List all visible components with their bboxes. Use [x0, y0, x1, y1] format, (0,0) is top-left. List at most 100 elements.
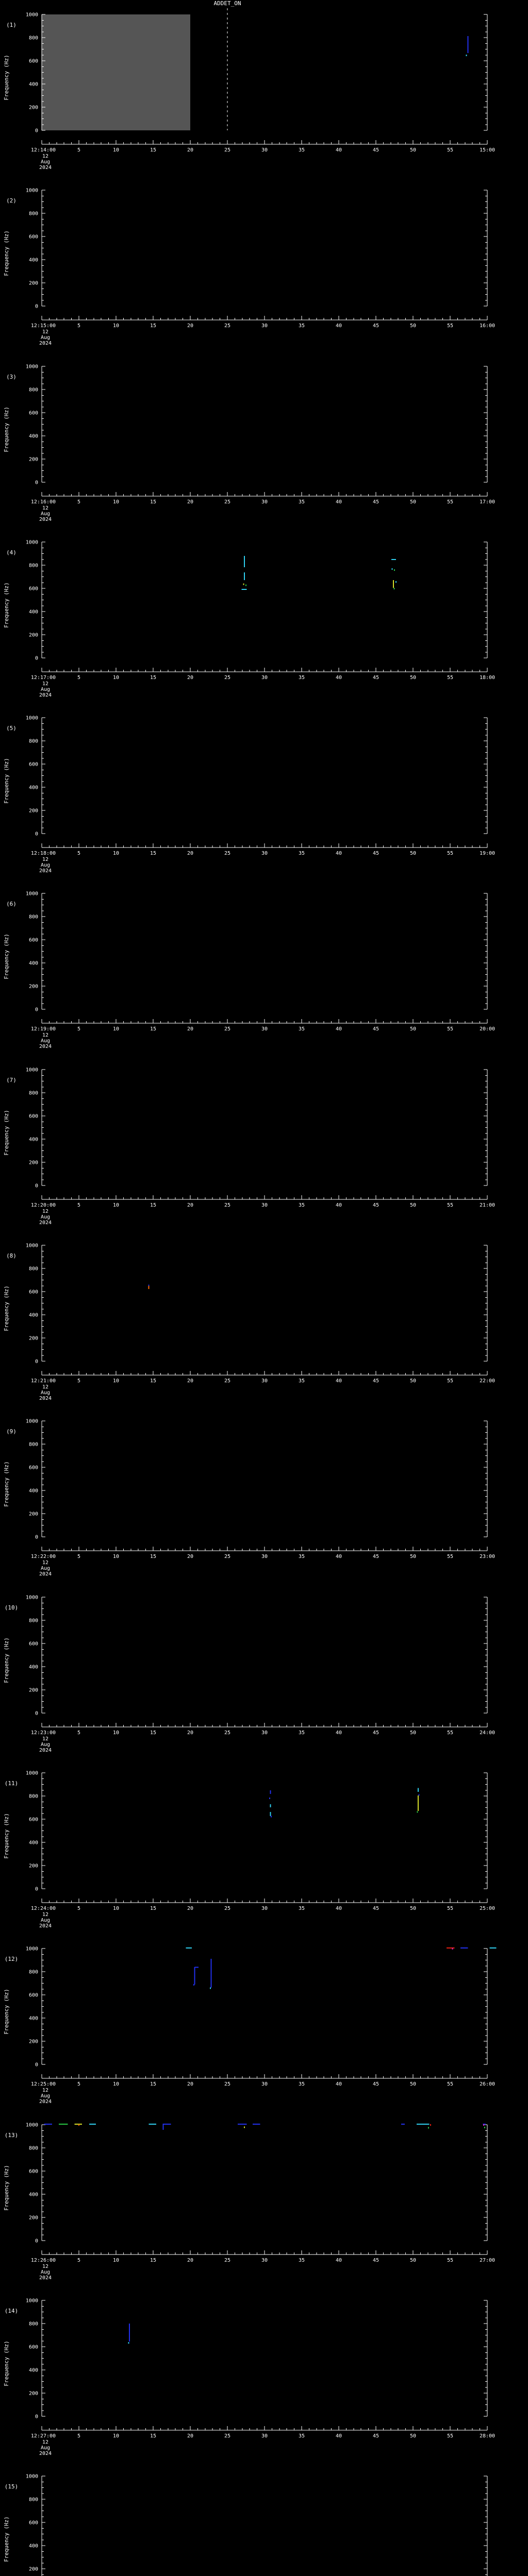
y-axis-left — [41, 190, 45, 307]
signal-mark — [89, 2124, 96, 2125]
y-tick-label: 800 — [29, 914, 38, 920]
x-tick-label: 20 — [187, 323, 193, 329]
y-tick-label: 1000 — [26, 2474, 38, 2480]
x-tick-label: 45 — [373, 499, 379, 505]
y-axis-left — [41, 2300, 45, 2417]
x-tick-label: 15 — [150, 2433, 156, 2439]
x-tick-label: 15 — [150, 1554, 156, 1560]
x-tick-label: 45 — [373, 323, 379, 329]
panel-index-label: (14) — [5, 2308, 19, 2314]
date-label: 12 — [42, 1384, 48, 1390]
y-tick-label: 0 — [35, 480, 38, 486]
y-tick-label: 600 — [29, 762, 38, 768]
x-tick-label: 25 — [224, 1554, 230, 1560]
y-tick-label: 200 — [29, 2039, 38, 2045]
signal-mark — [430, 2124, 431, 2126]
x-end-time-label: 22:00 — [480, 1378, 495, 1384]
y-tick-label: 1000 — [26, 1067, 38, 1073]
y-axis-title: Frequency (Hz) — [4, 2341, 10, 2386]
spectrogram-panel-14: 0 200 400 600 800 1000 5 10 15 20 25 30 35 40 45 50 55 12… — [4, 2298, 495, 2457]
y-axis-left — [41, 893, 45, 1010]
x-tick-label: 50 — [410, 851, 416, 856]
x-tick-label: 30 — [261, 675, 268, 681]
y-tick-label: 200 — [29, 1160, 38, 1166]
date-label: 2024 — [39, 341, 52, 346]
x-tick-label: 40 — [336, 1026, 342, 1032]
x-tick-label: 10 — [113, 1026, 119, 1032]
y-tick-label: 600 — [29, 2169, 38, 2175]
y-tick-label: 600 — [29, 1114, 38, 1120]
date-label: 2024 — [39, 2451, 52, 2456]
date-label: Aug — [41, 687, 50, 692]
x-end-time-label: 17:00 — [480, 499, 495, 505]
y-axis-title: Frequency (Hz) — [4, 1989, 10, 2035]
spectrogram-panel-4: 0 200 400 600 800 1000 5 10 15 20 25 30 35 40 45 50 55 12… — [4, 540, 495, 699]
y-tick-label: 800 — [29, 1618, 38, 1624]
x-tick-label: 30 — [261, 323, 268, 329]
y-tick-label: 0 — [35, 2239, 38, 2244]
x-tick-label: 50 — [410, 323, 416, 329]
time-axis — [41, 316, 488, 320]
spectrogram-panel-5: 0 200 400 600 800 1000 5 10 15 20 25 30 35 40 45 50 55 12… — [4, 716, 495, 874]
panel-index-label: (13) — [5, 2132, 19, 2139]
x-tick-label: 20 — [187, 1026, 193, 1032]
x-tick-label: 10 — [113, 851, 119, 856]
x-tick-label: 40 — [336, 2433, 342, 2439]
date-label: 2024 — [39, 1044, 52, 1049]
signal-mark — [395, 581, 397, 583]
x-tick-label: 35 — [299, 2081, 305, 2087]
signal-mark — [391, 558, 396, 560]
x-tick-label: 15 — [150, 1026, 156, 1032]
x-start-time-label: 12:18:00 — [31, 851, 56, 856]
signal-mark — [394, 569, 395, 571]
x-tick-label: 35 — [299, 851, 305, 856]
x-tick-label: 20 — [187, 1554, 193, 1560]
signal-mark — [393, 588, 395, 589]
panel-index-label: (3) — [6, 374, 16, 380]
y-tick-label: 600 — [29, 2345, 38, 2350]
x-tick-label: 55 — [447, 1202, 453, 1208]
spectrogram-panel-11: 0 200 400 600 800 1000 5 10 15 20 25 30 35 40 45 50 55 12… — [4, 1771, 495, 1929]
y-tick-label: 400 — [29, 2368, 38, 2374]
date-label: 2024 — [39, 165, 52, 171]
date-label: 2024 — [39, 2275, 52, 2281]
x-tick-label: 40 — [336, 1378, 342, 1384]
date-label: Aug — [41, 511, 50, 517]
y-tick-label: 0 — [35, 1887, 38, 1892]
x-start-time-label: 12:20:00 — [31, 1202, 56, 1208]
signal-mark — [484, 2126, 485, 2128]
x-tick-label: 30 — [261, 1906, 268, 1911]
x-tick-label: 35 — [299, 675, 305, 681]
y-tick-label: 600 — [29, 1465, 38, 1471]
x-tick-label: 40 — [336, 675, 342, 681]
x-tick-label: 50 — [410, 2258, 416, 2263]
time-axis — [41, 1547, 488, 1551]
x-tick-label: 15 — [150, 851, 156, 856]
spectrogram-panel-10: 0 200 400 600 800 1000 5 10 15 20 25 30 35 40 45 50 55 12… — [4, 1595, 495, 1754]
x-tick-label: 55 — [447, 147, 453, 153]
y-tick-label: 400 — [29, 1137, 38, 1143]
x-tick-label: 55 — [447, 2258, 453, 2263]
x-end-time-label: 28:00 — [480, 2433, 495, 2439]
y-axis-title: Frequency (Hz) — [4, 55, 10, 100]
y-tick-label: 0 — [35, 1007, 38, 1013]
x-start-time-label: 12:14:00 — [31, 147, 56, 153]
y-tick-label: 1000 — [26, 1771, 38, 1776]
y-tick-label: 800 — [29, 1266, 38, 1272]
time-axis — [41, 2250, 488, 2255]
signal-mark — [483, 2124, 486, 2125]
time-axis — [41, 843, 488, 848]
y-axis-right — [484, 2124, 488, 2241]
y-tick-label: 400 — [29, 434, 38, 439]
x-tick-label: 5 — [77, 323, 80, 329]
x-tick-label: 40 — [336, 147, 342, 153]
signal-mark — [452, 1948, 453, 1950]
x-tick-label: 45 — [373, 147, 379, 153]
date-label: 12 — [42, 154, 48, 159]
x-tick-label: 35 — [299, 1026, 305, 1032]
x-tick-label: 55 — [447, 499, 453, 505]
x-start-time-label: 12:25:00 — [31, 2081, 56, 2087]
panel-index-label: (9) — [6, 1428, 16, 1435]
y-axis-right — [484, 1069, 488, 1186]
x-tick-label: 55 — [447, 1378, 453, 1384]
